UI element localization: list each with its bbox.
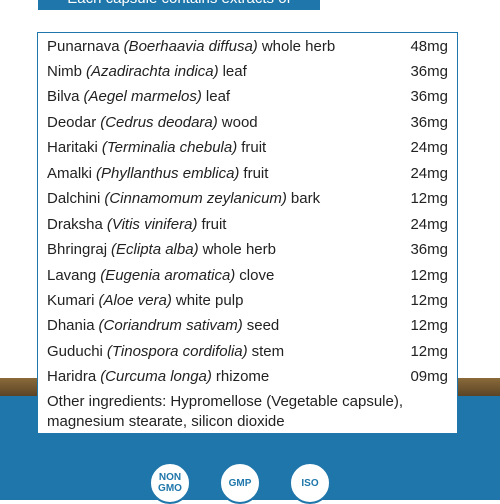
- ingredient-row: Dalchini (Cinnamomum zeylanicum) bark 12mg: [47, 188, 448, 210]
- ingredient-label: Guduchi (Tinospora cordifolia) stem: [47, 343, 284, 360]
- ingredient-name: Kumari: [47, 292, 95, 309]
- ingredient-row: Draksha (Vitis vinifera) fruit 24mg: [47, 213, 448, 235]
- ingredient-name: Dhania: [47, 317, 95, 335]
- ingredient-amount: 36mg: [410, 88, 448, 106]
- ingredient-latin: (Coriandrum sativam): [98, 317, 243, 335]
- ingredient-amount: 12mg: [410, 266, 448, 284]
- ingredient-name: Bhringraj: [47, 241, 108, 259]
- badge-text: GMP: [228, 477, 252, 489]
- ingredient-row: Guduchi (Tinospora cordifolia) stem 12mg: [47, 340, 448, 362]
- ingredient-amount: 09mg: [410, 368, 448, 386]
- ingredient-latin: (Cinnamomum zeylanicum): [104, 190, 287, 208]
- ingredient-row: Haridra (Curcuma longa) rhizome 09mg: [47, 366, 448, 388]
- ingredient-part: seed: [246, 317, 280, 335]
- ingredient-amount: 12mg: [410, 342, 448, 360]
- ingredient-name: Dalchini: [47, 190, 101, 208]
- ingredient-row: Dhania (Coriandrum sativam) seed 12mg: [47, 315, 448, 337]
- ingredient-label: Bhringraj (Eclipta alba) whole herb: [47, 241, 276, 258]
- ingredient-part: fruit: [201, 215, 227, 233]
- ingredient-name: Nimb: [47, 62, 83, 80]
- ingredient-latin: (Terminalia chebula): [101, 139, 238, 157]
- ingredient-part: fruit: [243, 164, 269, 182]
- ingredient-part: wood: [221, 113, 258, 131]
- ingredient-row: Punarnava (Boerhaavia diffusa) whole herb 4…: [47, 35, 448, 57]
- ingredient-latin: (Eugenia aromatica): [100, 266, 236, 284]
- ingredient-latin: (Aegel marmelos): [83, 88, 202, 106]
- badge-text: GMO: [158, 483, 182, 494]
- ingredient-label: Punarnava (Boerhaavia diffusa) whole herb: [47, 38, 335, 55]
- ingredient-label: Deodar (Cedrus deodara) wood: [47, 114, 258, 131]
- ingredient-part: rhizome: [215, 368, 270, 386]
- other-ingredients: Other ingredients: Hypromellose (Vegetab…: [47, 393, 404, 410]
- ingredient-name: Lavang: [47, 266, 97, 284]
- ingredient-row: Kumari (Aloe vera) white pulp 12mg: [47, 290, 448, 312]
- ingredient-part: leaf: [222, 62, 247, 80]
- ingredient-name: Bilva: [47, 88, 80, 106]
- ingredient-amount: 12mg: [410, 317, 448, 335]
- ingredient-latin: (Boerhaavia diffusa): [123, 37, 258, 55]
- badge-text: NON: [158, 472, 182, 483]
- ingredient-amount: 24mg: [410, 139, 448, 157]
- ingredient-amount: 24mg: [410, 164, 448, 182]
- ingredient-label: Haritaki (Terminalia chebula) fruit: [47, 139, 266, 156]
- other-ingredients: magnesium stearate, silicon dioxide: [47, 413, 285, 430]
- ingredient-label: Nimb (Azadirachta indica) leaf: [47, 63, 247, 80]
- badge: NON GMO: [149, 462, 191, 504]
- ingredient-amount: 12mg: [410, 190, 448, 208]
- ingredient-amount: 36mg: [410, 62, 448, 80]
- ingredient-label: Dalchini (Cinnamomum zeylanicum) bark: [47, 190, 320, 207]
- ingredient-label: Draksha (Vitis vinifera) fruit: [47, 216, 226, 233]
- ingredient-label: Kumari (Aloe vera) white pulp: [47, 292, 243, 309]
- ingredient-latin: (Tinospora cordifolia): [106, 342, 248, 360]
- ingredient-part: clove: [239, 266, 275, 284]
- ingredient-amount: 24mg: [410, 215, 448, 233]
- ingredient-amount: 12mg: [410, 292, 448, 309]
- ingredient-row: Bilva (Aegel marmelos) leaf 36mg: [47, 86, 448, 108]
- ingredient-amount: 48mg: [410, 37, 448, 55]
- badge: ISO: [289, 462, 331, 504]
- ingredient-amount: 36mg: [410, 113, 448, 131]
- ingredient-label: Bilva (Aegel marmelos) leaf: [47, 88, 230, 105]
- ingredient-latin: (Phyllanthus emblica): [96, 164, 240, 182]
- badge: GMP: [219, 462, 261, 504]
- ingredient-latin: (Eclipta alba): [111, 241, 199, 259]
- ingredient-name: Draksha: [47, 215, 103, 233]
- ingredient-latin: (Azadirachta indica): [86, 62, 219, 80]
- ingredient-part: whole herb: [261, 37, 336, 55]
- badge-text: ISO: [301, 477, 319, 489]
- ingredient-label: Dhania (Coriandrum sativam) seed: [47, 317, 279, 334]
- ingredient-amount: 36mg: [410, 241, 448, 259]
- ingredient-latin: (Aloe vera): [98, 292, 172, 309]
- ingredient-part: leaf: [205, 88, 231, 106]
- ingredient-row: Haritaki (Terminalia chebula) fruit 24mg: [47, 137, 448, 159]
- ingredient-name: Amalki: [47, 164, 93, 182]
- ingredient-name: Guduchi: [47, 342, 103, 360]
- ingredient-label: Haridra (Curcuma longa) rhizome: [47, 368, 269, 385]
- ingredient-label: Amalki (Phyllanthus emblica) fruit: [47, 165, 268, 182]
- ingredient-part: bark: [290, 190, 321, 208]
- ingredient-name: Haritaki: [47, 139, 98, 157]
- ingredient-part: whole herb: [202, 241, 276, 259]
- ingredient-name: Haridra: [47, 368, 97, 386]
- ingredient-row: Lavang (Eugenia aromatica) clove 12mg: [47, 264, 448, 286]
- ingredient-part: stem: [251, 342, 285, 360]
- ingredient-row: Deodar (Cedrus deodara) wood 36mg: [47, 111, 448, 133]
- header-tab: Each capsule contains extracts of: [38, 0, 320, 10]
- ingredient-part: white pulp: [175, 292, 244, 309]
- ingredient-latin: (Vitis vinifera): [106, 215, 198, 233]
- ingredient-label: Lavang (Eugenia aromatica) clove: [47, 267, 274, 284]
- ingredient-name: Deodar: [47, 113, 97, 131]
- ingredient-latin: (Cedrus deodara): [100, 113, 218, 131]
- ingredient-row: Amalki (Phyllanthus emblica) fruit 24mg: [47, 162, 448, 184]
- ingredient-row: Bhringraj (Eclipta alba) whole herb 36mg: [47, 239, 448, 261]
- ingredient-name: Punarnava: [47, 37, 120, 55]
- ingredients-box: Punarnava (Boerhaavia diffusa) whole herb 4…: [37, 32, 458, 434]
- ingredient-latin: (Curcuma longa): [100, 368, 212, 386]
- ingredient-row: Nimb (Azadirachta indica) leaf 36mg: [47, 60, 448, 82]
- ingredient-part: fruit: [241, 139, 267, 157]
